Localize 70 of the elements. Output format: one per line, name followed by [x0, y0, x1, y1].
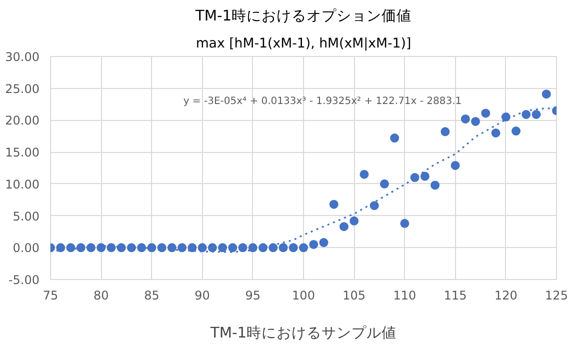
point	[501, 112, 510, 122]
point	[208, 243, 217, 252]
point	[126, 243, 136, 252]
point	[56, 243, 66, 252]
x-tick-label: 100	[292, 288, 315, 302]
y-tick-label: -5.00	[8, 273, 40, 287]
y-tick-label: 0.00	[12, 241, 40, 256]
x-tick-label: 80	[93, 288, 109, 302]
point	[167, 243, 176, 252]
point	[491, 128, 500, 138]
point	[198, 243, 207, 252]
x-tick-label: 90	[194, 288, 210, 302]
point	[481, 108, 490, 118]
point	[299, 243, 308, 252]
point	[532, 110, 541, 119]
x-tick-label: 95	[245, 288, 261, 302]
y-tick-label: 10.00	[5, 177, 40, 192]
point	[471, 116, 480, 126]
point	[228, 243, 238, 252]
point	[440, 127, 450, 136]
point	[360, 170, 369, 179]
point	[106, 243, 116, 252]
point	[268, 243, 278, 252]
point	[339, 222, 348, 232]
point	[450, 160, 460, 170]
x-tick-label: 75	[42, 288, 58, 302]
point	[248, 243, 258, 252]
x-tick-label: 120	[494, 288, 518, 302]
point	[460, 114, 470, 124]
point	[238, 243, 248, 252]
x-tick-label: 105	[342, 288, 366, 302]
point	[157, 243, 166, 252]
point	[178, 243, 187, 252]
point	[400, 218, 410, 228]
point	[278, 243, 288, 252]
annotation: y = -3E-05x⁴ + 0.0133x³ - 1.9325x² + 122.71x - 2883.1	[183, 96, 462, 107]
point	[96, 243, 106, 252]
point	[370, 201, 379, 210]
point	[218, 243, 228, 252]
x-tick-label: 115	[444, 288, 467, 302]
y-tick-label: 25.00	[5, 82, 40, 96]
y-tick-label: 5.00	[12, 209, 40, 224]
point	[147, 243, 156, 252]
x-tick-label: 125	[545, 288, 568, 302]
point	[319, 238, 328, 248]
point	[420, 172, 430, 181]
point	[288, 243, 298, 252]
y-tick-label: 30.00	[5, 50, 40, 64]
point	[542, 90, 551, 99]
point	[116, 243, 126, 252]
chart-title: TM-1時におけるオプション価値	[194, 8, 412, 24]
chart-subtitle: max [hM-1(xM-1), hM(xM|xM-1)]	[196, 36, 412, 52]
y-tick-label: 15.00	[5, 146, 40, 160]
x-tick-label: 85	[144, 288, 160, 302]
point	[86, 243, 96, 252]
point	[137, 243, 146, 252]
point	[390, 134, 400, 143]
point	[522, 110, 531, 119]
point	[76, 243, 86, 252]
point	[329, 200, 338, 209]
point	[309, 240, 318, 249]
x-axis-title: TM-1時におけるサンプル値	[209, 324, 397, 342]
point	[188, 243, 197, 252]
point	[380, 179, 389, 188]
point	[512, 126, 521, 136]
y-tick-label: 20.00	[5, 114, 40, 128]
x-tick-label: 110	[393, 288, 416, 302]
point	[350, 216, 359, 226]
point	[430, 180, 440, 190]
point	[66, 243, 76, 252]
